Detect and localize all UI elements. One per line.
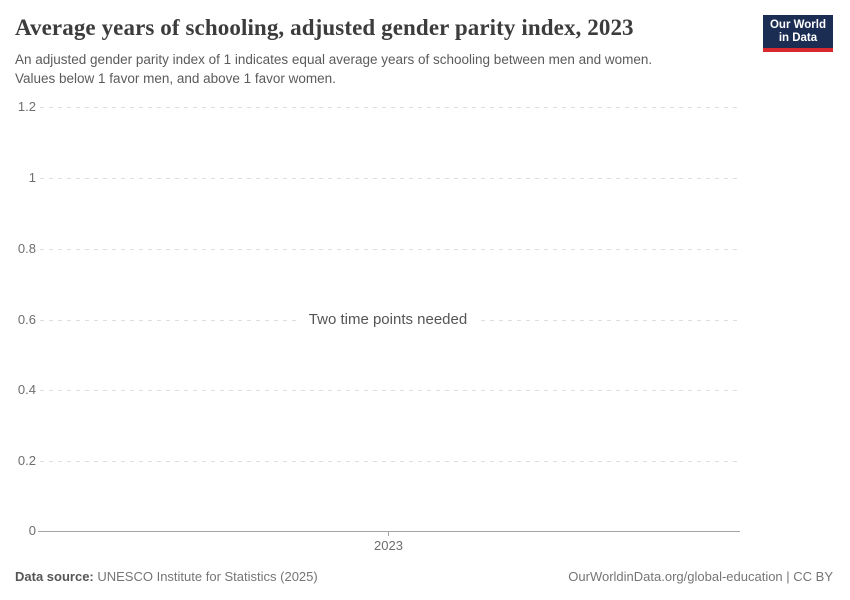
y-axis-tick-label: 0.4 bbox=[17, 382, 36, 397]
owid-logo-line2: in Data bbox=[778, 32, 818, 44]
chart-footer: Data source: UNESCO Institute for Statis… bbox=[15, 568, 833, 585]
credit-link[interactable]: OurWorldinData.org/global-education | CC… bbox=[568, 569, 833, 584]
gridline bbox=[40, 178, 740, 179]
gridline bbox=[40, 461, 740, 462]
gridline bbox=[40, 107, 740, 108]
y-axis-tick-label: 0.8 bbox=[17, 241, 36, 256]
y-axis-tick-label: 1 bbox=[28, 170, 36, 185]
owid-logo-line1: Our World bbox=[769, 19, 826, 31]
page-title: Average years of schooling, adjusted gen… bbox=[15, 15, 634, 40]
y-axis-tick-label: 0.6 bbox=[17, 312, 36, 327]
data-source-label: Data source: bbox=[15, 569, 94, 584]
data-source-value: UNESCO Institute for Statistics (2025) bbox=[93, 569, 318, 584]
gridline bbox=[40, 249, 740, 250]
y-axis-tick-label: 0.2 bbox=[17, 453, 36, 468]
x-axis-tick-mark bbox=[388, 531, 389, 536]
gridline bbox=[40, 390, 740, 391]
x-axis-tick-label: 2023 bbox=[374, 538, 403, 553]
x-axis-line bbox=[38, 531, 740, 532]
chart-subtitle: An adjusted gender parity index of 1 ind… bbox=[15, 52, 653, 86]
y-axis-tick-label: 1.2 bbox=[17, 99, 36, 114]
y-axis-tick-label: 0 bbox=[28, 523, 36, 538]
owid-logo[interactable]: Our World in Data bbox=[762, 15, 833, 52]
data-source: Data source: UNESCO Institute for Statis… bbox=[15, 568, 318, 585]
empty-state-message: Two time points needed bbox=[298, 310, 478, 330]
